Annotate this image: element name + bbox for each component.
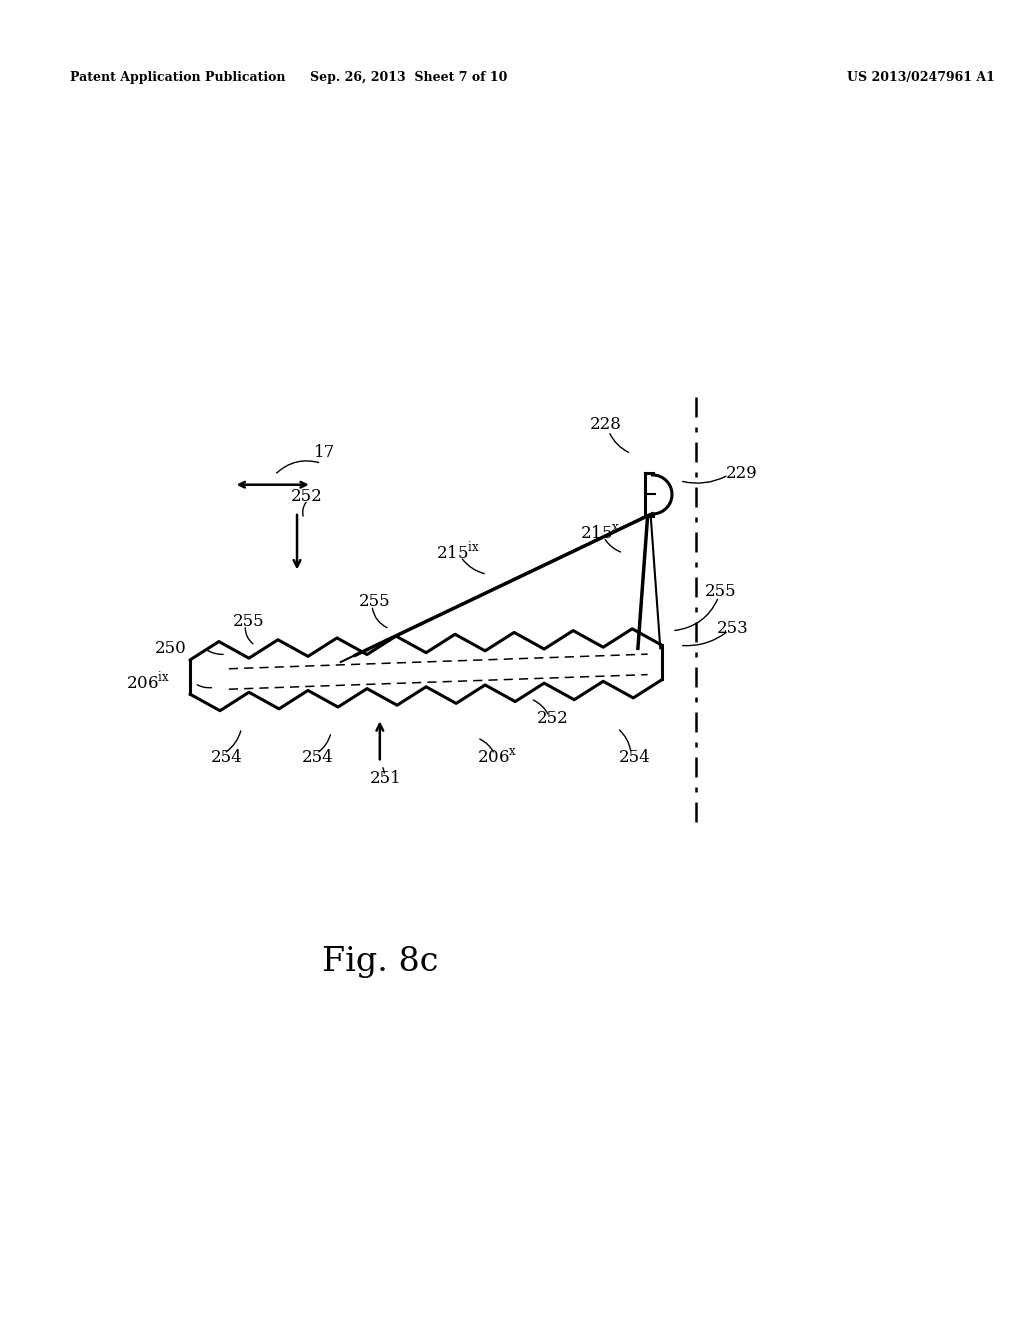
Text: 229: 229 (726, 465, 758, 482)
Text: 215$^{\mathregular{ix}}$: 215$^{\mathregular{ix}}$ (435, 540, 480, 562)
Text: 255: 255 (705, 583, 736, 601)
Text: 251: 251 (370, 771, 401, 787)
Text: 228: 228 (590, 416, 622, 433)
Text: 250: 250 (156, 640, 187, 657)
Text: Patent Application Publication: Patent Application Publication (70, 71, 286, 84)
Text: 254: 254 (302, 748, 334, 766)
Text: Fig. 8c: Fig. 8c (322, 946, 438, 978)
Text: 17: 17 (313, 444, 335, 461)
Text: 255: 255 (232, 612, 264, 630)
Text: US 2013/0247961 A1: US 2013/0247961 A1 (847, 71, 995, 84)
Text: 206$^{\mathregular{x}}$: 206$^{\mathregular{x}}$ (476, 748, 517, 767)
Text: 206$^{\mathregular{ix}}$: 206$^{\mathregular{ix}}$ (126, 671, 170, 693)
Text: 253: 253 (717, 620, 749, 638)
Text: 255: 255 (359, 593, 391, 610)
Text: 254: 254 (211, 748, 243, 766)
Text: Sep. 26, 2013  Sheet 7 of 10: Sep. 26, 2013 Sheet 7 of 10 (310, 71, 508, 84)
Text: 254: 254 (620, 748, 651, 766)
Text: 215$^{\mathregular{x}}$: 215$^{\mathregular{x}}$ (580, 524, 621, 543)
Text: 252: 252 (538, 710, 569, 727)
Text: 252: 252 (291, 488, 323, 504)
